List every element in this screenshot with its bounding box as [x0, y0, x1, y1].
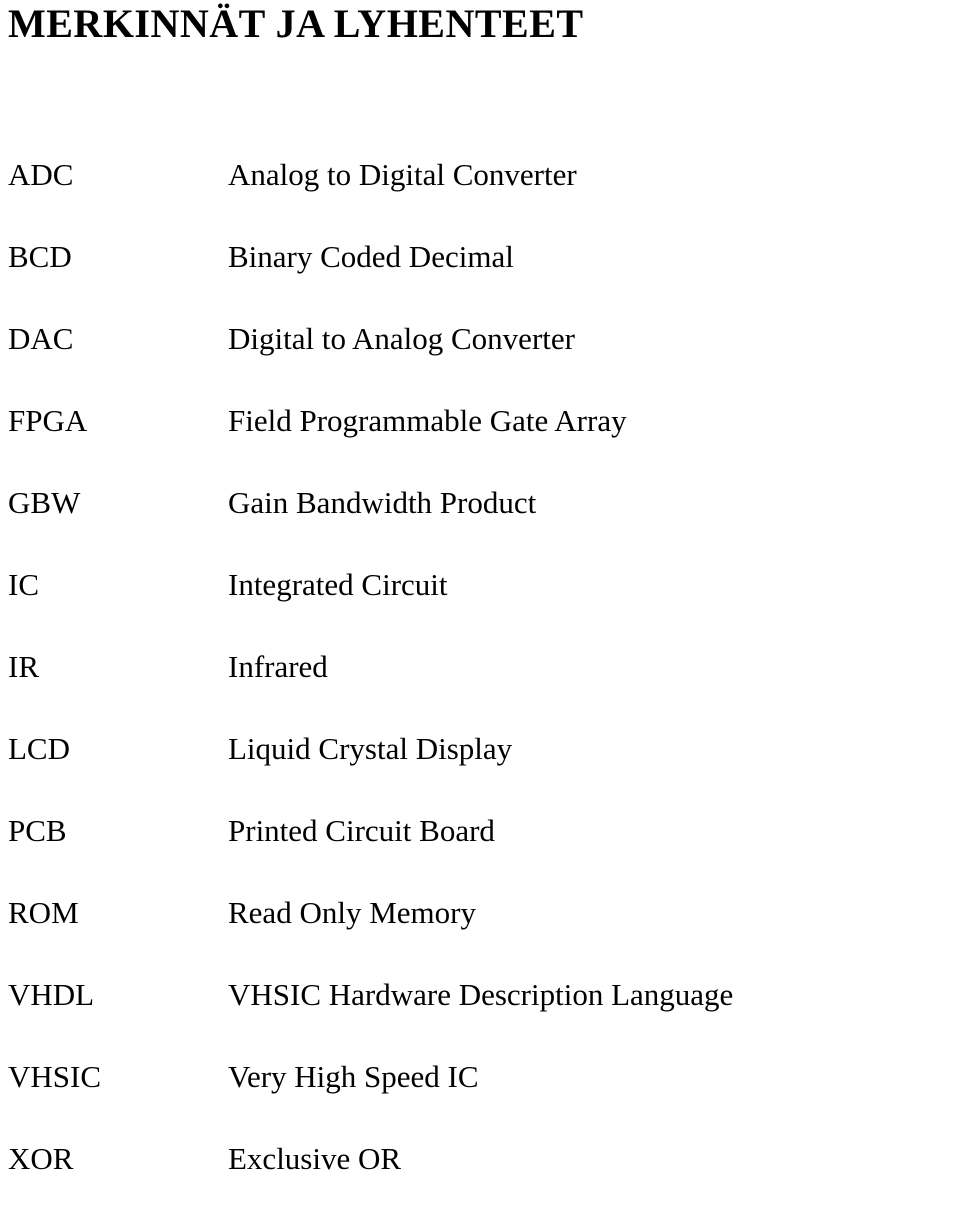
glossary-abbr: IC: [8, 567, 228, 603]
glossary-definition: Infrared: [228, 649, 936, 685]
page-title: MERKINNÄT JA LYHENTEET: [8, 0, 936, 47]
glossary-abbr: FPGA: [8, 403, 228, 439]
glossary-definition: Digital to Analog Converter: [228, 321, 936, 357]
glossary-abbr: VHDL: [8, 977, 228, 1013]
glossary-table: ADCAnalog to Digital Converter BCDBinary …: [8, 157, 936, 1177]
glossary-definition: Exclusive OR: [228, 1141, 936, 1177]
glossary-abbr: BCD: [8, 239, 228, 275]
glossary-abbr: GBW: [8, 485, 228, 521]
glossary-abbr: IR: [8, 649, 228, 685]
glossary-abbr: LCD: [8, 731, 228, 767]
glossary-abbr: ADC: [8, 157, 228, 193]
glossary-abbr: ROM: [8, 895, 228, 931]
glossary-definition: Analog to Digital Converter: [228, 157, 936, 193]
document-page: MERKINNÄT JA LYHENTEET ADCAnalog to Digi…: [0, 0, 960, 1217]
glossary-abbr: PCB: [8, 813, 228, 849]
glossary-definition: Field Programmable Gate Array: [228, 403, 936, 439]
glossary-definition: Liquid Crystal Display: [228, 731, 936, 767]
glossary-definition: Printed Circuit Board: [228, 813, 936, 849]
glossary-definition: Binary Coded Decimal: [228, 239, 936, 275]
glossary-definition: Very High Speed IC: [228, 1059, 936, 1095]
glossary-abbr: VHSIC: [8, 1059, 228, 1095]
glossary-abbr: DAC: [8, 321, 228, 357]
glossary-definition: VHSIC Hardware Description Language: [228, 977, 936, 1013]
glossary-abbr: XOR: [8, 1141, 228, 1177]
glossary-definition: Integrated Circuit: [228, 567, 936, 603]
glossary-definition: Read Only Memory: [228, 895, 936, 931]
glossary-definition: Gain Bandwidth Product: [228, 485, 936, 521]
